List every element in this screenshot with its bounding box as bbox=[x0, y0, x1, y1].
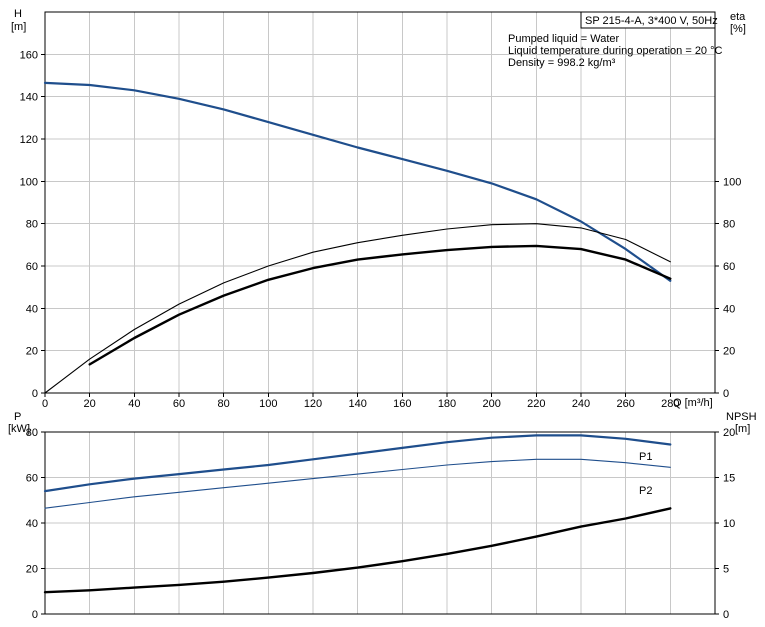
upper-y-tick-label: 100 bbox=[20, 176, 38, 188]
upper-y-tick-label: 140 bbox=[20, 92, 38, 104]
x-tick-label: 280 bbox=[661, 398, 679, 410]
lower-curve-0 bbox=[43, 434, 672, 493]
upper-y-label: H bbox=[14, 8, 22, 20]
lower-y2-tick-label: 15 bbox=[723, 473, 735, 485]
upper-y2-unit: [%] bbox=[730, 23, 746, 35]
x-tick-label: 180 bbox=[438, 398, 456, 410]
upper-y-unit: [m] bbox=[11, 21, 26, 33]
lower-y2-unit: [m] bbox=[735, 423, 750, 435]
upper-curve-2 bbox=[88, 244, 672, 366]
upper-y-tick-label: 120 bbox=[20, 134, 38, 146]
lower-y-tick-label: 0 bbox=[32, 609, 38, 621]
series-label-p1: P1 bbox=[639, 451, 652, 463]
upper-y2-tick-label: 60 bbox=[723, 261, 735, 273]
lower-y-tick-label: 20 bbox=[26, 564, 38, 576]
x-axis-label: Q [m³/h] bbox=[673, 397, 713, 409]
x-tick-label: 120 bbox=[304, 398, 322, 410]
x-tick-label: 260 bbox=[616, 398, 634, 410]
upper-y-tick-label: 20 bbox=[26, 346, 38, 358]
lower-y-unit: [kW] bbox=[8, 423, 30, 435]
upper-y2-tick-label: 0 bbox=[723, 388, 729, 400]
upper-y-tick-label: 0 bbox=[32, 388, 38, 400]
upper-y2-tick-label: 40 bbox=[723, 303, 735, 315]
x-tick-label: 160 bbox=[393, 398, 411, 410]
upper-y2-tick-label: 100 bbox=[723, 176, 741, 188]
x-tick-label: 140 bbox=[348, 398, 366, 410]
lower-y-tick-label: 40 bbox=[26, 518, 38, 530]
x-tick-label: 0 bbox=[42, 398, 48, 410]
lower-y-tick-label: 60 bbox=[26, 473, 38, 485]
x-tick-label: 20 bbox=[84, 398, 96, 410]
upper-y-tick-label: 60 bbox=[26, 261, 38, 273]
x-tick-label: 60 bbox=[173, 398, 185, 410]
series-label-p2: P2 bbox=[639, 485, 652, 497]
x-tick-label: 220 bbox=[527, 398, 545, 410]
x-tick-label: 200 bbox=[482, 398, 500, 410]
upper-y2-label: eta bbox=[730, 11, 746, 23]
upper-y-tick-label: 160 bbox=[20, 49, 38, 61]
upper-plot-frame bbox=[44, 11, 716, 394]
lower-y2-tick-label: 5 bbox=[723, 564, 729, 576]
lower-y-tick-label: 80 bbox=[26, 427, 38, 439]
x-tick-label: 80 bbox=[218, 398, 230, 410]
info-density: Density = 998.2 kg/m³ bbox=[508, 57, 616, 69]
upper-curve-0 bbox=[43, 81, 672, 282]
title-box-text: SP 215-4-A, 3*400 V, 50Hz bbox=[585, 15, 718, 27]
lower-curve-2 bbox=[43, 507, 672, 594]
info-liquid-temperature: Liquid temperature during operation = 20… bbox=[508, 45, 723, 57]
upper-y-tick-label: 80 bbox=[26, 219, 38, 231]
info-pumped-liquid: Pumped liquid = Water bbox=[508, 33, 620, 45]
lower-y-label: P bbox=[14, 411, 21, 423]
upper-y-tick-label: 40 bbox=[26, 303, 38, 315]
x-tick-label: 40 bbox=[128, 398, 140, 410]
upper-curve-1 bbox=[44, 223, 671, 394]
x-tick-label: 240 bbox=[572, 398, 590, 410]
upper-plot-grid bbox=[44, 11, 716, 394]
plot-curves bbox=[43, 81, 672, 594]
upper-y2-tick-label: 20 bbox=[723, 346, 735, 358]
title-box bbox=[580, 11, 716, 29]
lower-y2-tick-label: 20 bbox=[723, 427, 735, 439]
lower-curve-1 bbox=[44, 458, 671, 509]
lower-y2-tick-label: 10 bbox=[723, 518, 735, 530]
x-tick-label: 100 bbox=[259, 398, 277, 410]
lower-y2-label: NPSH bbox=[726, 411, 757, 423]
lower-y2-tick-label: 0 bbox=[723, 609, 729, 621]
upper-y2-tick-label: 80 bbox=[723, 219, 735, 231]
